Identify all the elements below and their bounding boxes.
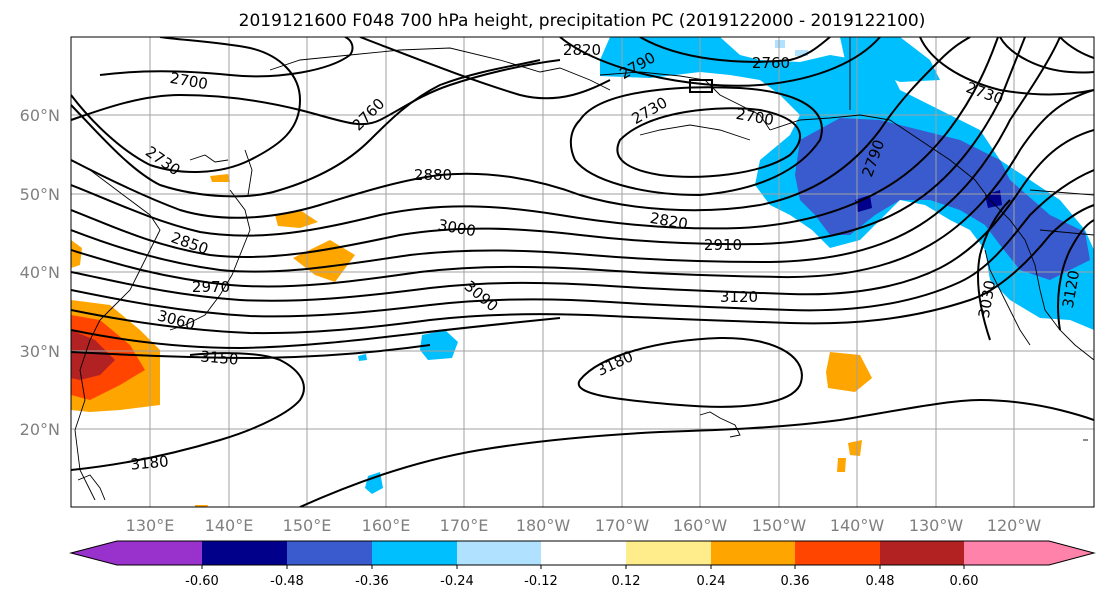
contour-label: 2970	[192, 278, 230, 296]
lon-label: 140°W	[830, 516, 885, 535]
colorbar-segment	[372, 541, 457, 565]
colorbar-label: -0.24	[440, 574, 474, 589]
lon-label: 160°W	[673, 516, 728, 535]
map-frame	[70, 36, 1095, 508]
lat-label: 30°N	[20, 342, 60, 361]
contour-label: 3120	[720, 288, 758, 306]
lon-label: 150°E	[283, 516, 332, 535]
contour-label: 2820	[563, 41, 601, 59]
lon-label: 150°W	[752, 516, 807, 535]
colorbar-label: -0.60	[185, 574, 219, 589]
colorbar-segment	[880, 541, 964, 565]
colorbar-label: -0.48	[270, 574, 304, 589]
map-title: 2019121600 F048 700 hPa height, precipit…	[239, 11, 926, 31]
colorbar-label: 0.48	[866, 574, 895, 589]
contour-label: 2910	[704, 236, 742, 254]
contour-label: 3180	[130, 452, 170, 473]
contour-label: 3150	[200, 347, 240, 368]
lon-label: 160°E	[362, 516, 411, 535]
colorbar-label: 0.12	[612, 574, 641, 589]
latitude-labels: 60°N 50°N 40°N 30°N 20°N	[20, 106, 60, 439]
colorbar-segment	[711, 541, 795, 565]
contour-label: 2880	[414, 166, 452, 184]
colorbar-segment	[202, 541, 287, 565]
colorbar-segment	[795, 541, 880, 565]
lon-label: 140°E	[205, 516, 254, 535]
lat-label: 40°N	[20, 263, 60, 282]
height-contours	[71, 37, 1094, 507]
lat-label: 50°N	[20, 185, 60, 204]
lon-label: 170°E	[440, 516, 489, 535]
colorbar-segment	[541, 541, 626, 565]
colorbar-segment	[626, 541, 711, 565]
longitude-labels: 130°E 140°E 150°E 160°E 170°E 180°W 170°…	[126, 516, 1042, 535]
contour-label: 2760	[752, 54, 790, 72]
colorbar-outline	[69, 540, 1096, 566]
lat-label: 60°N	[20, 106, 60, 125]
lon-label: 120°W	[987, 516, 1042, 535]
colorbar-label: 0.24	[697, 574, 726, 589]
colorbar-label: 0.36	[781, 574, 810, 589]
colorbar-label: 0.60	[950, 574, 979, 589]
lat-label: 20°N	[20, 420, 60, 439]
lon-label: 130°W	[909, 516, 964, 535]
colorbar-label: -0.12	[524, 574, 558, 589]
colorbar-segment	[964, 541, 1094, 565]
colorbar-label: -0.36	[355, 574, 389, 589]
lon-label: 180°W	[516, 516, 571, 535]
colorbar: -0.60 -0.48 -0.36 -0.24 -0.12 0.12 0.24 …	[69, 540, 1096, 589]
lon-label: 170°W	[595, 516, 650, 535]
colorbar-segment	[71, 541, 202, 565]
colorbar-segment	[287, 541, 372, 565]
lon-label: 130°E	[126, 516, 175, 535]
colorbar-segment	[457, 541, 541, 565]
